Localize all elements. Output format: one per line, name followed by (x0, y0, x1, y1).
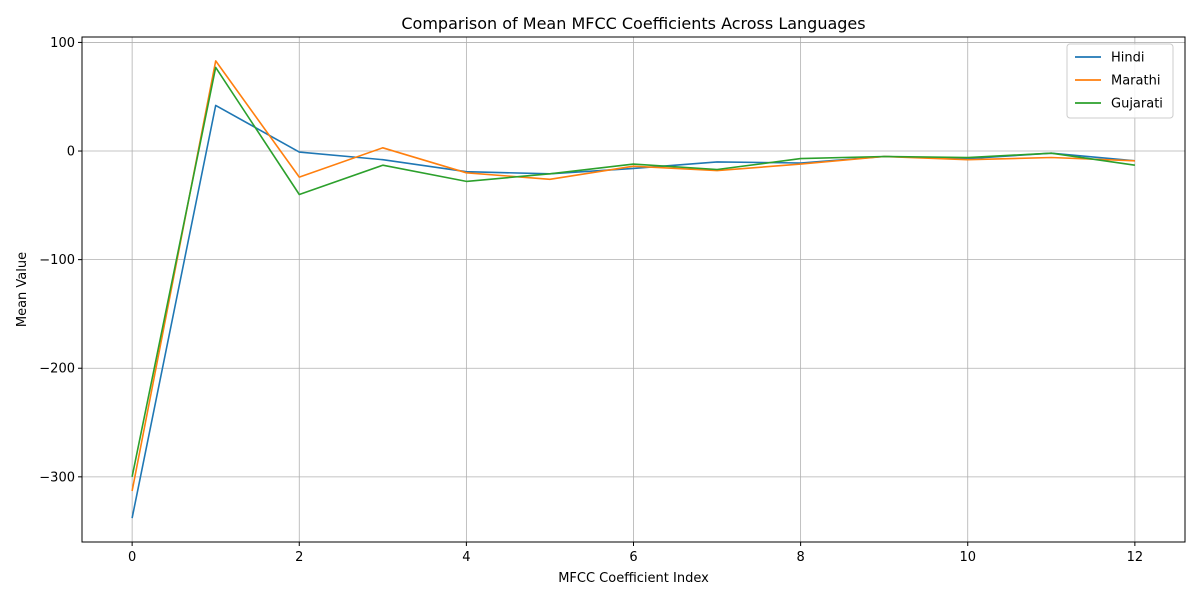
x-tick-label: 12 (1127, 550, 1144, 565)
x-tick-label: 10 (959, 550, 976, 565)
legend-box (1066, 43, 1174, 119)
x-axis: 0 2 4 6 8 10 12 (128, 542, 1143, 565)
y-tick-label: −100 (39, 253, 75, 268)
y-axis-label: Mean Value (15, 252, 30, 327)
chart-title: Comparison of Mean MFCC Coefficients Acr… (401, 14, 865, 33)
y-tick-label: −200 (39, 362, 75, 377)
x-tick-label: 8 (796, 550, 804, 565)
series-line-hindi (131, 104, 1135, 519)
series-lines (131, 60, 1136, 519)
legend-label: Marathi (1111, 74, 1160, 89)
legend: Hindi Marathi Gujarati (1066, 43, 1174, 119)
y-tick-label: 0 (67, 145, 75, 160)
x-tick-label: 6 (629, 550, 637, 565)
legend-label: Hindi (1111, 51, 1145, 66)
grid-lines (82, 37, 1185, 542)
legend-label: Gujarati (1111, 97, 1163, 112)
x-tick-label: 2 (295, 550, 303, 565)
x-axis-label: MFCC Coefficient Index (558, 571, 709, 586)
y-axis: 100 0 −100 −200 −300 (39, 36, 82, 485)
y-tick-label: −300 (39, 470, 75, 485)
y-tick-label: 100 (50, 36, 75, 51)
x-tick-label: 0 (128, 550, 136, 565)
series-line-gujarati (131, 66, 1136, 477)
series-line-marathi (131, 60, 1135, 492)
x-tick-label: 4 (462, 550, 470, 565)
